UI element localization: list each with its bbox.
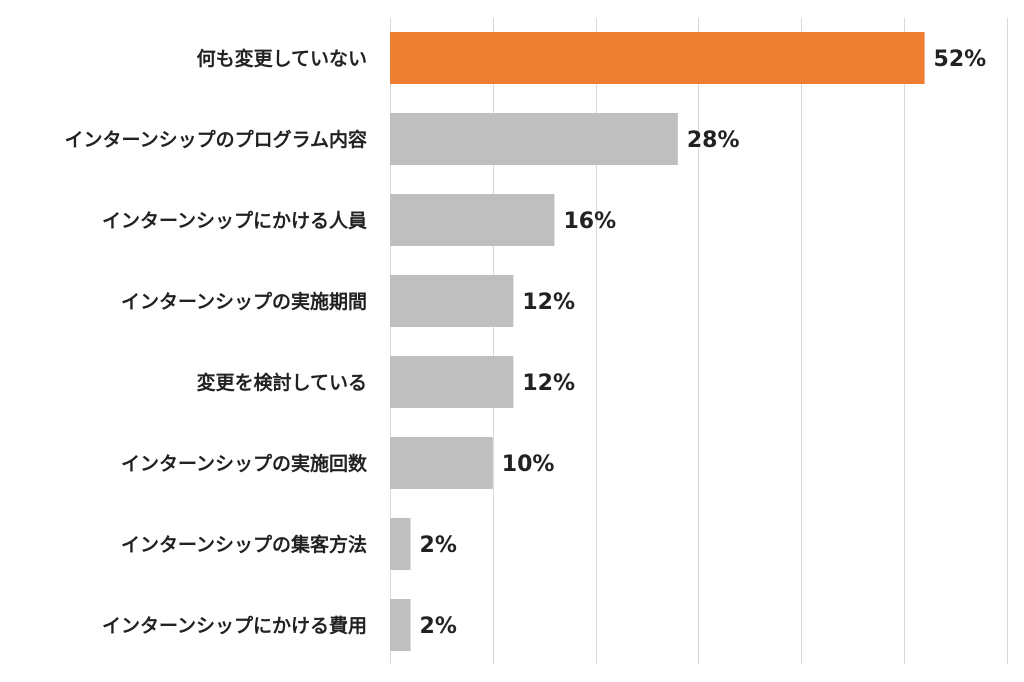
bars [390, 32, 925, 651]
category-label-2: インターンシップのプログラム内容 [65, 128, 367, 151]
bar-6 [390, 437, 493, 489]
bar-5 [390, 356, 514, 408]
value-label-6: 10% [502, 452, 555, 477]
bar-8 [390, 599, 411, 651]
labels: 何も変更していない 52% インターンシップのプログラム内容 28% インターンシップに… [65, 47, 987, 639]
value-label-2: 28% [687, 128, 740, 153]
category-label-4: インターンシップの実施期間 [121, 290, 367, 313]
bar-3 [390, 194, 555, 246]
value-label-3: 16% [563, 209, 616, 234]
category-label-3: インターンシップにかける人員 [102, 209, 367, 232]
value-label-8: 2% [420, 614, 457, 639]
category-label-5: 変更を検討している [197, 371, 367, 394]
value-label-1: 52% [934, 47, 987, 72]
category-label-1: 何も変更していない [197, 47, 367, 70]
bar-1 [390, 32, 925, 84]
value-label-7: 2% [420, 533, 457, 558]
category-label-6: インターンシップの実施回数 [121, 452, 368, 475]
bar-4 [390, 275, 514, 327]
value-label-4: 12% [522, 290, 575, 315]
bar-2 [390, 113, 678, 165]
value-label-5: 12% [522, 371, 575, 396]
bar-7 [390, 518, 411, 570]
category-label-8: インターンシップにかける費用 [102, 614, 367, 637]
category-label-7: インターンシップの集客方法 [121, 533, 367, 556]
